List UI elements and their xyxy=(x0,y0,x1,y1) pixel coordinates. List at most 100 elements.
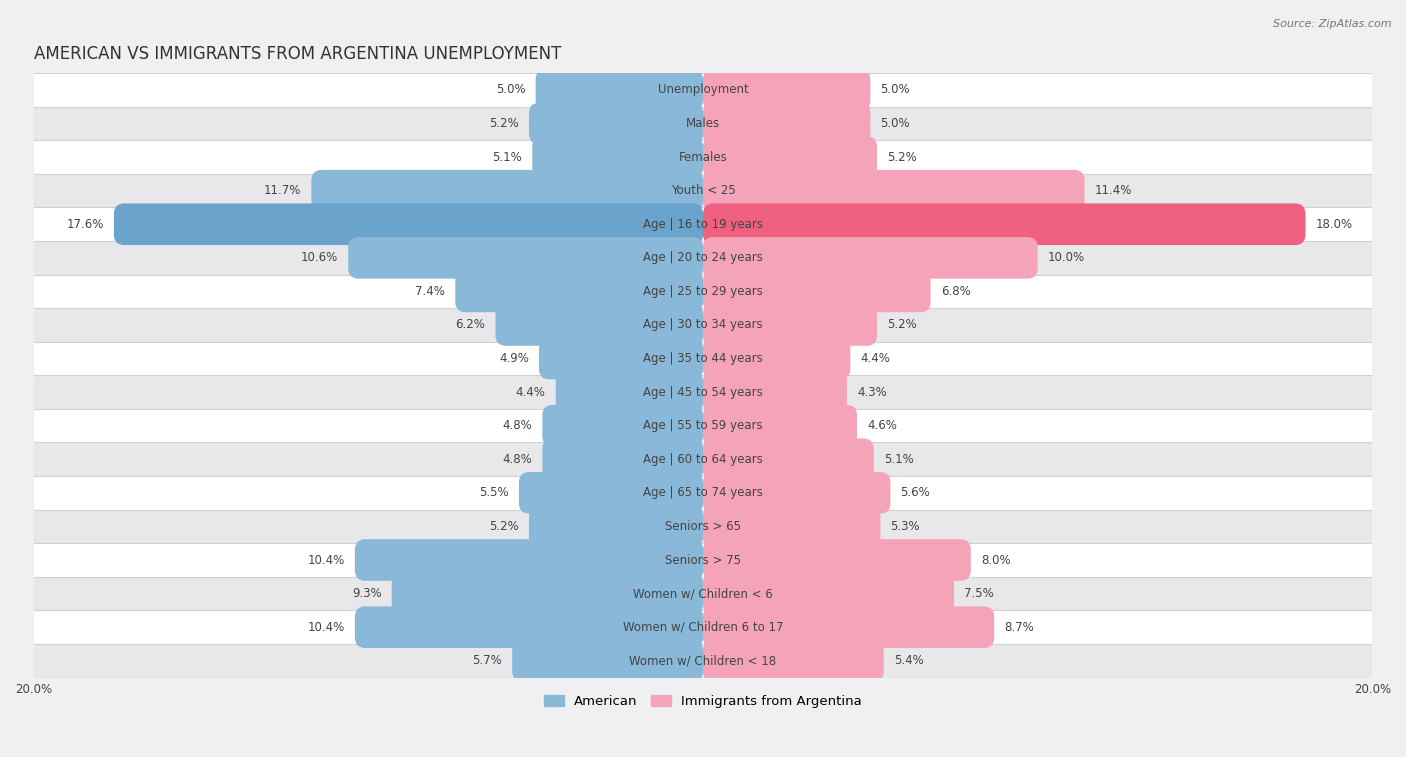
Bar xyxy=(34,73,1372,107)
Text: 4.6%: 4.6% xyxy=(868,419,897,432)
Text: 10.6%: 10.6% xyxy=(301,251,339,264)
Bar xyxy=(34,544,1372,577)
FancyBboxPatch shape xyxy=(703,204,1306,245)
Bar xyxy=(34,140,1372,174)
Text: 11.4%: 11.4% xyxy=(1095,184,1132,197)
Text: 5.0%: 5.0% xyxy=(880,117,910,130)
FancyBboxPatch shape xyxy=(533,136,703,178)
Text: Females: Females xyxy=(679,151,727,164)
Bar xyxy=(34,476,1372,509)
FancyBboxPatch shape xyxy=(311,170,703,211)
FancyBboxPatch shape xyxy=(703,606,994,648)
Text: 8.0%: 8.0% xyxy=(981,553,1011,566)
FancyBboxPatch shape xyxy=(495,304,703,346)
Text: 10.0%: 10.0% xyxy=(1047,251,1085,264)
Text: Source: ZipAtlas.com: Source: ZipAtlas.com xyxy=(1274,19,1392,29)
Text: 5.2%: 5.2% xyxy=(887,319,917,332)
Text: AMERICAN VS IMMIGRANTS FROM ARGENTINA UNEMPLOYMENT: AMERICAN VS IMMIGRANTS FROM ARGENTINA UN… xyxy=(34,45,561,64)
FancyBboxPatch shape xyxy=(703,372,846,413)
FancyBboxPatch shape xyxy=(703,170,1084,211)
FancyBboxPatch shape xyxy=(703,506,880,547)
Bar xyxy=(34,174,1372,207)
Text: 7.4%: 7.4% xyxy=(415,285,446,298)
Bar xyxy=(34,308,1372,341)
FancyBboxPatch shape xyxy=(703,304,877,346)
FancyBboxPatch shape xyxy=(349,237,703,279)
FancyBboxPatch shape xyxy=(392,573,703,615)
Text: Women w/ Children < 6: Women w/ Children < 6 xyxy=(633,587,773,600)
FancyBboxPatch shape xyxy=(703,103,870,145)
Bar xyxy=(34,341,1372,375)
FancyBboxPatch shape xyxy=(703,136,877,178)
Text: 10.4%: 10.4% xyxy=(308,553,344,566)
Text: Age | 55 to 59 years: Age | 55 to 59 years xyxy=(643,419,763,432)
Text: Age | 30 to 34 years: Age | 30 to 34 years xyxy=(643,319,763,332)
Text: 4.8%: 4.8% xyxy=(502,453,533,466)
Text: 5.2%: 5.2% xyxy=(489,117,519,130)
Text: Unemployment: Unemployment xyxy=(658,83,748,96)
Text: 9.3%: 9.3% xyxy=(352,587,381,600)
FancyBboxPatch shape xyxy=(519,472,703,514)
Text: 8.7%: 8.7% xyxy=(1004,621,1033,634)
Text: 5.0%: 5.0% xyxy=(880,83,910,96)
Text: 6.2%: 6.2% xyxy=(456,319,485,332)
Text: Males: Males xyxy=(686,117,720,130)
Text: 5.1%: 5.1% xyxy=(492,151,522,164)
FancyBboxPatch shape xyxy=(354,606,703,648)
Text: Age | 65 to 74 years: Age | 65 to 74 years xyxy=(643,486,763,500)
FancyBboxPatch shape xyxy=(703,270,931,312)
FancyBboxPatch shape xyxy=(703,573,955,615)
FancyBboxPatch shape xyxy=(703,237,1038,279)
Text: Seniors > 75: Seniors > 75 xyxy=(665,553,741,566)
Text: Age | 60 to 64 years: Age | 60 to 64 years xyxy=(643,453,763,466)
Bar xyxy=(34,241,1372,275)
Bar xyxy=(34,375,1372,409)
FancyBboxPatch shape xyxy=(703,438,873,480)
FancyBboxPatch shape xyxy=(703,405,858,447)
FancyBboxPatch shape xyxy=(512,640,703,681)
FancyBboxPatch shape xyxy=(703,640,884,681)
FancyBboxPatch shape xyxy=(456,270,703,312)
FancyBboxPatch shape xyxy=(114,204,703,245)
Text: 4.3%: 4.3% xyxy=(858,385,887,399)
FancyBboxPatch shape xyxy=(543,438,703,480)
Text: Youth < 25: Youth < 25 xyxy=(671,184,735,197)
Bar xyxy=(34,443,1372,476)
Text: 5.7%: 5.7% xyxy=(472,654,502,667)
Text: Age | 45 to 54 years: Age | 45 to 54 years xyxy=(643,385,763,399)
FancyBboxPatch shape xyxy=(529,103,703,145)
FancyBboxPatch shape xyxy=(703,338,851,379)
Bar xyxy=(34,207,1372,241)
Bar xyxy=(34,509,1372,544)
Text: Age | 16 to 19 years: Age | 16 to 19 years xyxy=(643,218,763,231)
Text: 4.4%: 4.4% xyxy=(860,352,890,365)
Text: 11.7%: 11.7% xyxy=(264,184,301,197)
Text: 5.1%: 5.1% xyxy=(884,453,914,466)
Text: Age | 25 to 29 years: Age | 25 to 29 years xyxy=(643,285,763,298)
Text: 5.6%: 5.6% xyxy=(900,486,931,500)
Text: 4.4%: 4.4% xyxy=(516,385,546,399)
Text: Women w/ Children < 18: Women w/ Children < 18 xyxy=(630,654,776,667)
Text: Age | 20 to 24 years: Age | 20 to 24 years xyxy=(643,251,763,264)
Bar xyxy=(34,644,1372,678)
FancyBboxPatch shape xyxy=(538,338,703,379)
FancyBboxPatch shape xyxy=(536,69,703,111)
Text: 5.2%: 5.2% xyxy=(887,151,917,164)
Text: 5.3%: 5.3% xyxy=(890,520,920,533)
Legend: American, Immigrants from Argentina: American, Immigrants from Argentina xyxy=(538,689,868,713)
FancyBboxPatch shape xyxy=(555,372,703,413)
Text: 5.4%: 5.4% xyxy=(894,654,924,667)
Bar xyxy=(34,409,1372,443)
Text: Age | 35 to 44 years: Age | 35 to 44 years xyxy=(643,352,763,365)
Bar xyxy=(34,275,1372,308)
Bar xyxy=(34,107,1372,140)
Text: 5.5%: 5.5% xyxy=(479,486,509,500)
FancyBboxPatch shape xyxy=(543,405,703,447)
Text: 4.8%: 4.8% xyxy=(502,419,533,432)
Text: Seniors > 65: Seniors > 65 xyxy=(665,520,741,533)
FancyBboxPatch shape xyxy=(703,472,890,514)
Text: 5.2%: 5.2% xyxy=(489,520,519,533)
Text: 6.8%: 6.8% xyxy=(941,285,970,298)
Text: 17.6%: 17.6% xyxy=(66,218,104,231)
Text: 7.5%: 7.5% xyxy=(965,587,994,600)
